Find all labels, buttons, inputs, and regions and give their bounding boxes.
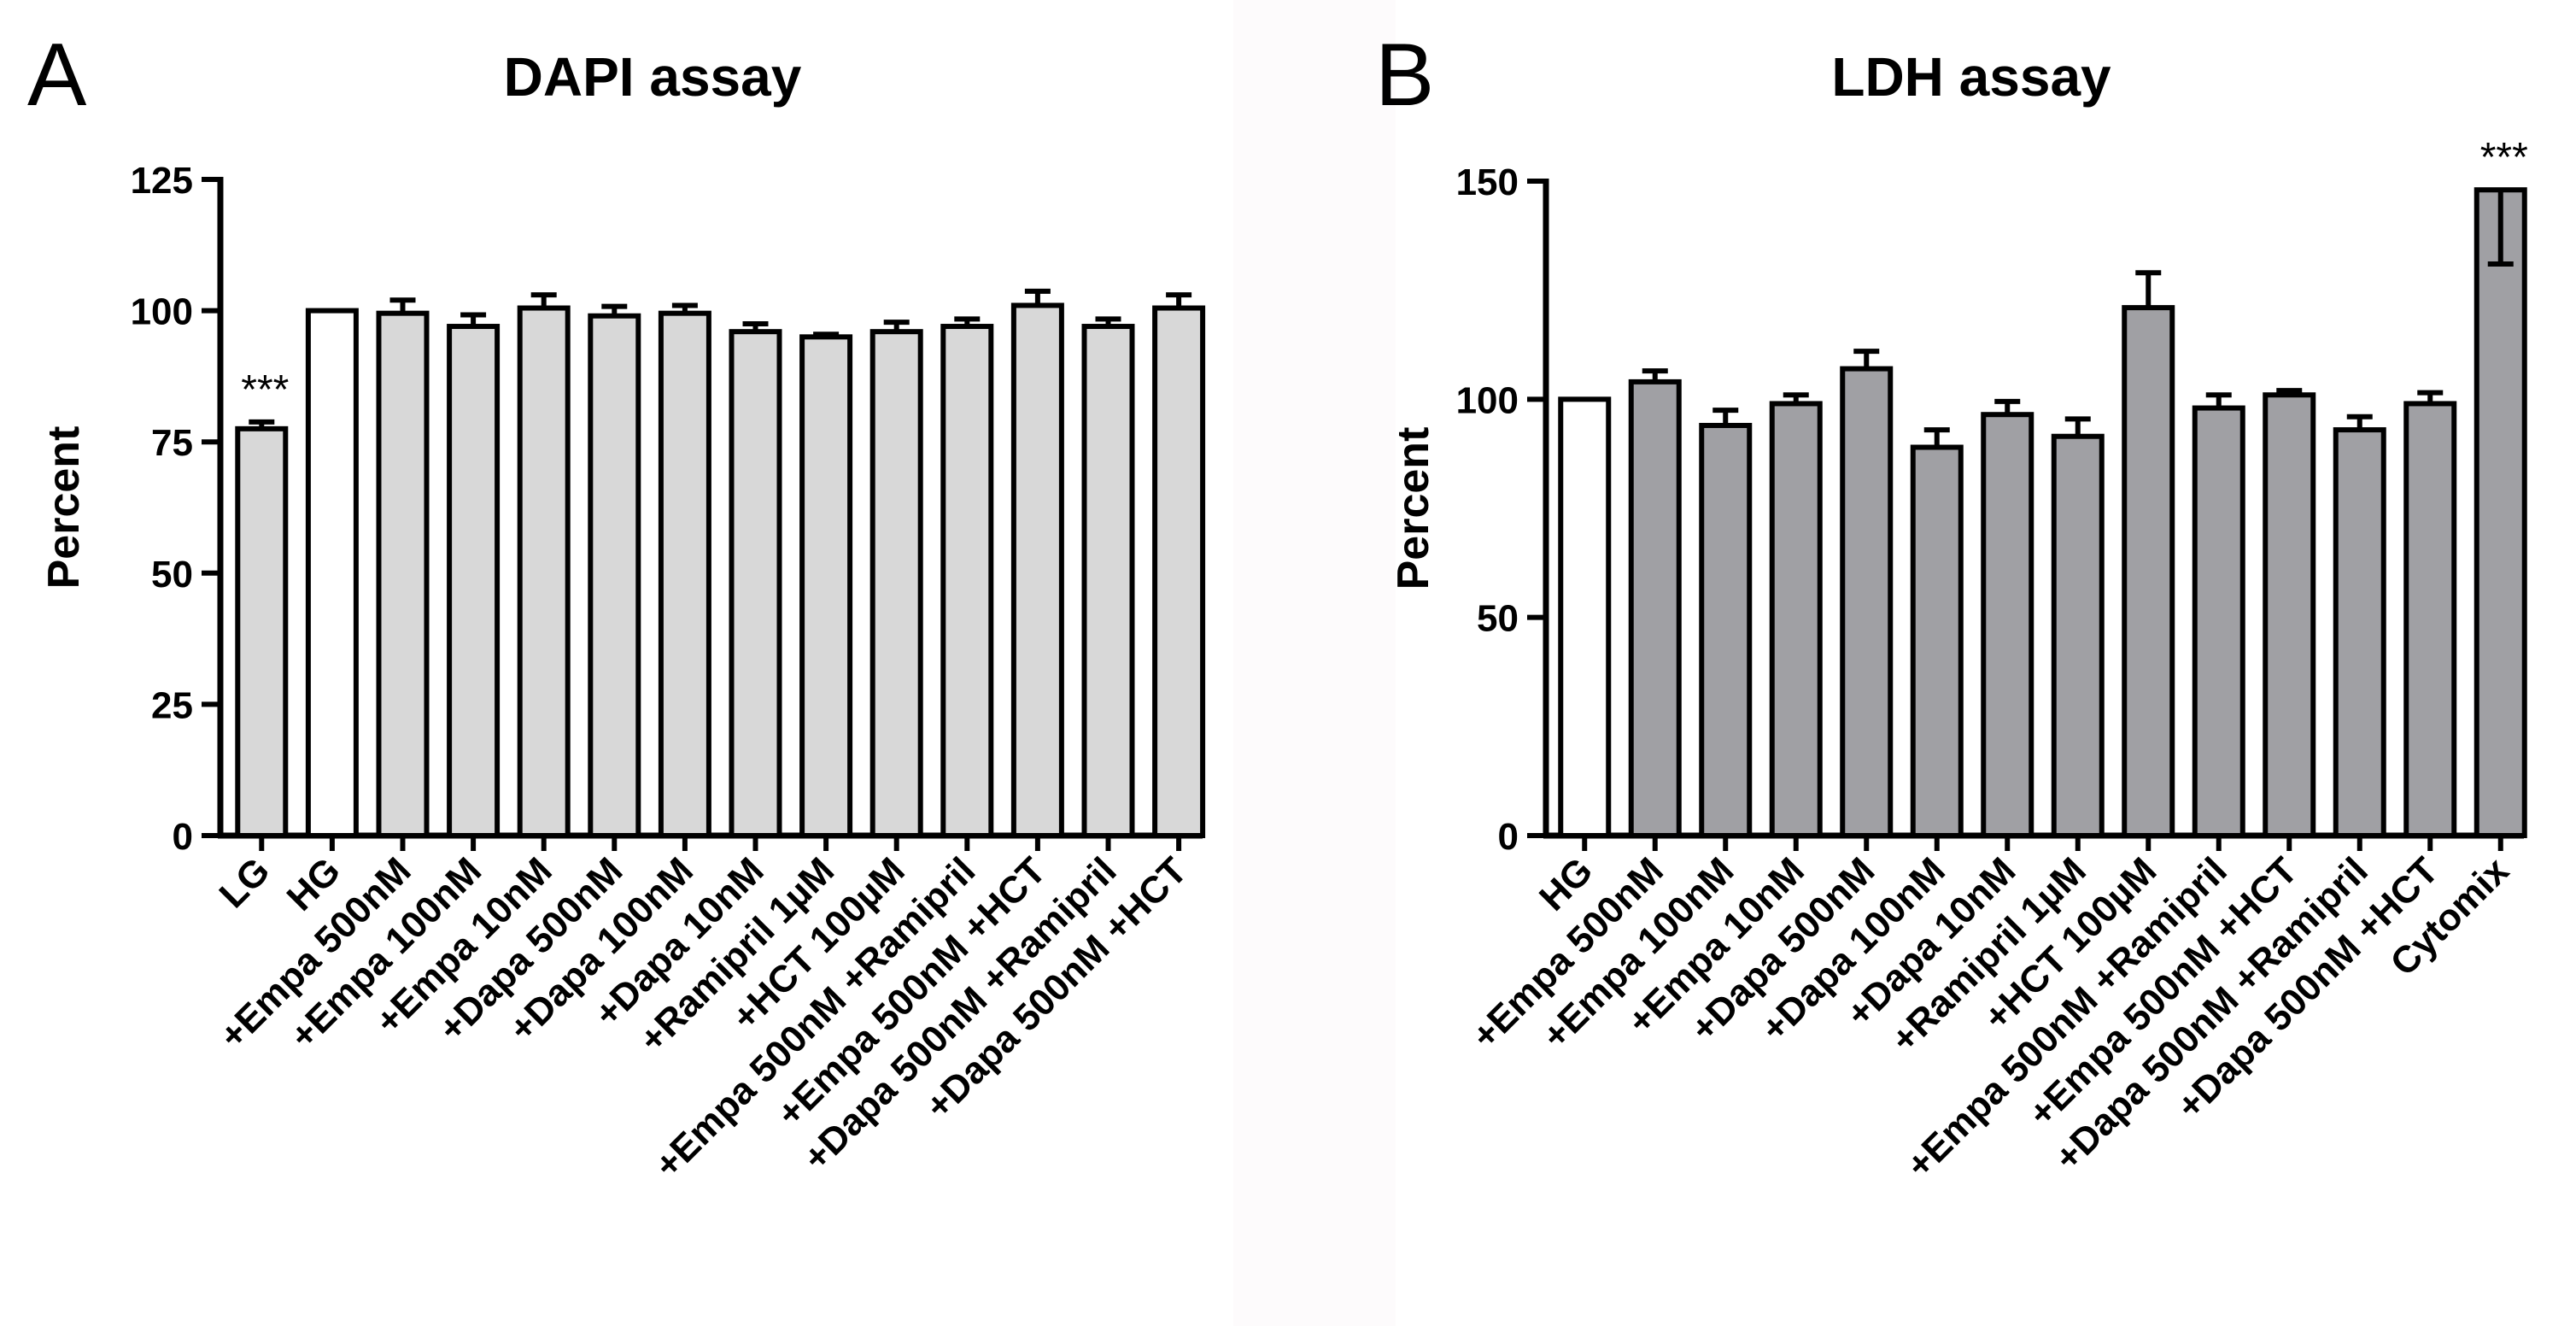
bar-dapi-dapa-500nm-ramipril	[1081, 324, 1135, 839]
dapi-y-tick-label: 125	[131, 160, 193, 202]
bar-ldh-ramipril-1um	[2051, 433, 2105, 838]
dapi-y-axis-label: Percent	[39, 426, 89, 590]
panel-letter-a: A	[27, 26, 87, 125]
bar-dapi-lg	[235, 425, 289, 838]
bar-dapi-dapa-500nm-hct	[1152, 305, 1206, 838]
bar-dapi-empa-500nm	[376, 310, 430, 838]
bar-ldh-dapa-500nm	[1840, 366, 1894, 838]
bar-ldh-dapa-500nm-ramipril	[2333, 427, 2386, 838]
ldh-chart-title: LDH assay	[1831, 46, 2111, 108]
bar-ldh-dapa-10nm	[1981, 412, 2034, 838]
bar-dapi-dapa-10nm	[729, 329, 782, 838]
ldh-significance-marker: ***	[2480, 135, 2528, 180]
bar-ldh-empa-10nm	[1769, 401, 1823, 838]
dapi-significance-marker: ***	[241, 367, 289, 413]
ldh-y-tick-label: 100	[1456, 379, 1519, 421]
bar-ldh-empa-100nm	[1699, 422, 1753, 838]
panel-letter-b: B	[1375, 26, 1435, 125]
bar-dapi-hg	[305, 308, 359, 839]
bar-ldh-dapa-100nm	[1910, 444, 1964, 838]
dapi-chart-title: DAPI assay	[503, 46, 802, 108]
bar-ldh-cytomix	[2474, 187, 2527, 839]
bar-ldh-dapa-500nm-hct	[2403, 401, 2457, 838]
dapi-y-tick-label: 100	[131, 291, 193, 333]
bar-ldh-empa-500nm-hct	[2263, 392, 2316, 838]
dapi-y-tick-label: 25	[151, 684, 193, 726]
bar-dapi-dapa-500nm	[588, 313, 641, 838]
dapi-y-tick-label: 75	[151, 422, 193, 464]
bar-ldh-hct-100um	[2122, 305, 2175, 838]
bar-dapi-empa-10nm	[517, 305, 571, 838]
dapi-y-tick-label: 0	[173, 816, 193, 858]
dapi-category-label: LG	[212, 849, 278, 916]
bar-dapi-empa-100nm	[447, 324, 501, 839]
bar-ldh-empa-500nm	[1628, 378, 1682, 838]
bar-dapi-ramipril-1um	[799, 334, 853, 838]
panel-divider	[1233, 0, 1396, 1326]
bar-ldh-empa-500nm-ramipril	[2192, 405, 2245, 838]
bar-dapi-empa-500nm-hct	[1010, 302, 1064, 838]
bar-dapi-empa-500nm-ramipril	[940, 324, 994, 839]
bar-ldh-hg	[1558, 396, 1612, 838]
ldh-y-tick-label: 50	[1477, 598, 1519, 640]
bar-dapi-dapa-100nm	[658, 310, 711, 838]
ldh-y-tick-label: 0	[1498, 816, 1519, 858]
dapi-y-tick-label: 50	[151, 554, 193, 596]
ldh-y-tick-label: 150	[1456, 161, 1519, 203]
ldh-y-axis-label: Percent	[1389, 427, 1438, 590]
bar-dapi-hct-100um	[869, 329, 923, 838]
